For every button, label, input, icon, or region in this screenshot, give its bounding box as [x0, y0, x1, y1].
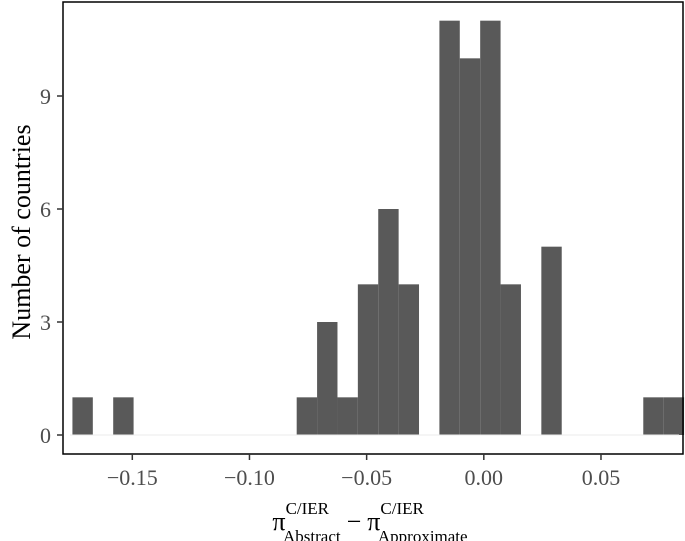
histogram-bar — [296, 397, 318, 435]
x-axis-title-sup: C/IER — [286, 499, 330, 518]
histogram-bar — [317, 322, 338, 435]
histogram-bar — [337, 397, 358, 435]
x-tick-label: −0.05 — [341, 465, 392, 490]
y-tick-label: 3 — [40, 310, 51, 335]
x-axis-title-sub-left: Abstract — [283, 527, 341, 541]
x-axis-title-minus: − — [347, 507, 362, 536]
x-tick-label: 0.00 — [465, 465, 504, 490]
histogram-bar — [378, 209, 399, 435]
y-tick-label: 0 — [40, 423, 51, 448]
ticks: −0.15 −0.10 −0.05 0.00 0.05 0 3 6 9 — [40, 84, 620, 490]
histogram-bar — [643, 397, 664, 435]
x-axis-title-symbol-2: π — [367, 507, 380, 536]
x-tick-label: −0.10 — [224, 465, 275, 490]
histogram-bar — [500, 284, 521, 435]
histogram-bars — [72, 20, 685, 435]
plot-panel-border — [62, 1, 684, 455]
x-tick-label: −0.15 — [107, 465, 158, 490]
x-axis-title-sup-2: C/IER — [380, 499, 424, 518]
histogram-bar — [398, 284, 420, 435]
histogram-bar — [113, 397, 134, 435]
histogram-bar — [72, 397, 93, 435]
y-tick-label: 6 — [40, 197, 51, 222]
x-axis-title: πC/IER Abstract− πC/IER Approximate — [272, 499, 467, 541]
histogram-bar — [439, 20, 460, 435]
histogram-bar — [357, 284, 379, 435]
histogram-bar — [663, 397, 685, 435]
y-tick-label: 9 — [40, 84, 51, 109]
histogram-bar — [459, 58, 481, 435]
x-axis-title-sub-right: Approximate — [378, 527, 468, 541]
axes — [62, 1, 684, 455]
x-axis-title-symbol: π — [272, 507, 285, 536]
histogram-bar — [541, 246, 562, 435]
x-tick-label: 0.05 — [582, 465, 621, 490]
histogram-bar — [480, 20, 501, 435]
y-axis-title: Number of countries — [7, 124, 36, 339]
